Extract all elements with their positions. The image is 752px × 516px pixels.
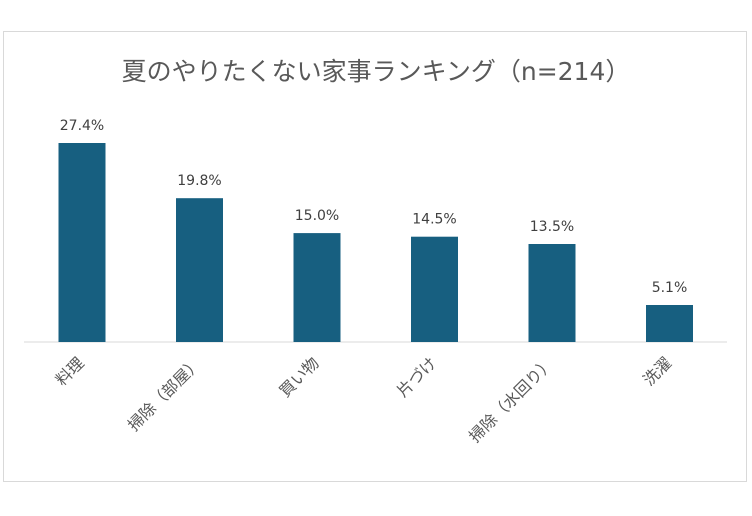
data-label-1: 19.8%: [177, 173, 221, 189]
bar-2: [293, 233, 341, 342]
bar-0: [58, 143, 106, 342]
bar-4: [528, 244, 576, 342]
data-label-5: 5.1%: [652, 280, 688, 296]
category-label-3: 片づけ: [393, 353, 440, 400]
bar-1: [176, 198, 223, 342]
category-label-0: 料理: [52, 353, 88, 389]
category-label-2: 買い物: [275, 353, 322, 400]
chart-title: 夏のやりたくない家事ランキング（n=214）: [121, 57, 631, 86]
category-label-5: 洗濯: [639, 353, 675, 389]
category-label-4: 掃除（水回り）: [465, 353, 558, 446]
chart-frame: [3, 31, 747, 482]
bar-3: [411, 236, 458, 342]
category-label-1: 掃除（部屋）: [124, 353, 205, 434]
data-label-2: 15.0%: [295, 208, 339, 224]
data-label-4: 13.5%: [530, 219, 574, 235]
data-label-3: 14.5%: [412, 212, 456, 228]
data-label-0: 27.4%: [60, 118, 104, 134]
bar-5: [646, 305, 693, 342]
